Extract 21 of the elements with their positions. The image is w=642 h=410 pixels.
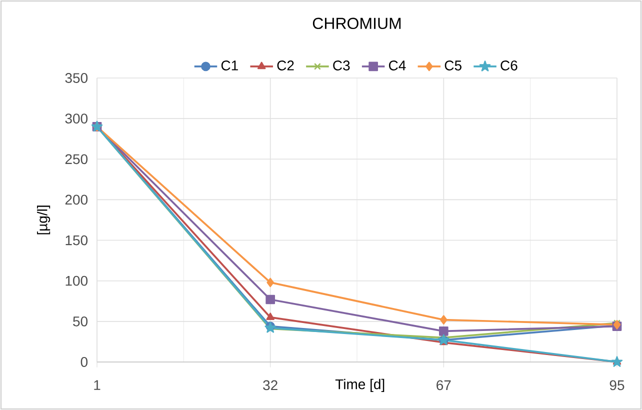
y-tick-label: 350 <box>65 73 88 83</box>
legend-label: C6 <box>500 60 518 70</box>
y-tick-label: 300 <box>65 114 88 124</box>
legend-label: C1 <box>221 60 238 70</box>
y-axis-title: [µg/l] <box>37 206 50 234</box>
y-tick-label: 100 <box>66 276 88 286</box>
legend-label: C2 <box>277 60 294 70</box>
y-tick-label: 50 <box>73 316 88 326</box>
x-axis-title: Time [d] <box>335 378 384 392</box>
legend-label: C3 <box>333 60 350 70</box>
legend-label: C4 <box>389 60 406 70</box>
chart-title: CHROMIUM <box>312 18 401 30</box>
y-tick-label: 0 <box>80 357 88 367</box>
x-tick-label: 95 <box>610 380 624 390</box>
x-tick-label: 67 <box>436 380 451 390</box>
x-tick-label: 1 <box>94 380 100 390</box>
x-tick-label: 32 <box>263 380 278 390</box>
legend-label: C5 <box>444 60 462 70</box>
y-tick-label: 200 <box>65 194 88 205</box>
y-tick-label: 150 <box>66 235 88 246</box>
y-tick-label: 250 <box>65 154 88 164</box>
